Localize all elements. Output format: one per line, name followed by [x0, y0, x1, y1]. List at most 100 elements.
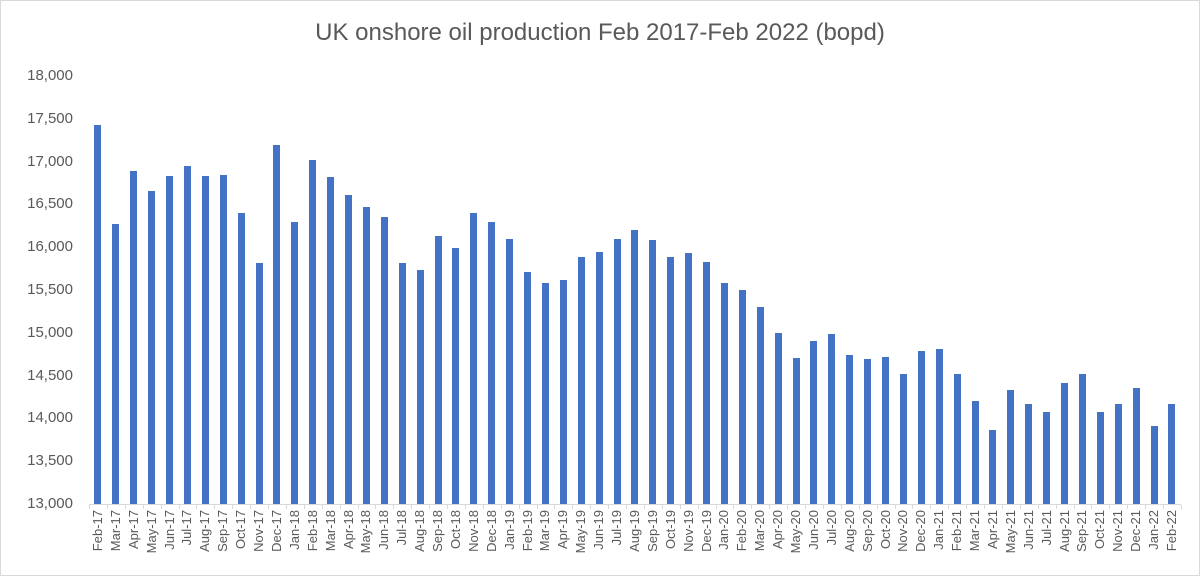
- x-axis-label: Sep-19: [644, 510, 660, 552]
- bar: [327, 177, 335, 504]
- x-axis-label: Jun-21: [1020, 510, 1036, 550]
- bar: [148, 190, 156, 504]
- bar: [1007, 390, 1015, 504]
- bar: [506, 238, 514, 504]
- x-axis-label: Aug-19: [626, 510, 642, 552]
- y-axis-label: 15,500: [27, 281, 73, 298]
- x-axis-tick: [751, 505, 753, 509]
- x-axis-tick: [357, 505, 359, 509]
- x-axis-label: Sep-18: [430, 510, 446, 552]
- x-axis-tick: [429, 505, 431, 509]
- bar: [452, 248, 460, 504]
- bar: [166, 176, 174, 504]
- bar: [577, 256, 585, 504]
- bar: [1043, 411, 1051, 504]
- x-axis-label: Feb-18: [304, 510, 320, 552]
- x-axis-label: Jul-18: [394, 510, 410, 546]
- x-axis-label: Oct-19: [662, 510, 678, 550]
- y-axis-label: 13,000: [27, 495, 73, 512]
- x-axis-tick: [447, 505, 448, 509]
- x-axis-label: May-20: [788, 510, 804, 554]
- bar: [201, 176, 209, 504]
- x-axis-tick: [1145, 505, 1147, 509]
- bar: [703, 261, 711, 504]
- x-axis-tick: [769, 505, 771, 509]
- x-axis-tick: [805, 505, 806, 509]
- x-axis-tick: [626, 505, 627, 509]
- y-axis-label: 18,000: [27, 67, 73, 84]
- bar: [1150, 426, 1158, 504]
- x-axis-label: Mar-19: [537, 510, 553, 552]
- x-axis-tick: [160, 505, 162, 509]
- y-axis-label: 16,500: [27, 195, 73, 213]
- y-axis-label: 14,500: [27, 366, 73, 384]
- x-axis-tick: [1019, 505, 1021, 509]
- x-axis-tick: [733, 505, 735, 509]
- bar: [953, 373, 961, 504]
- bar: [237, 212, 245, 504]
- bar: [792, 357, 800, 504]
- x-axis-label: Apr-19: [555, 510, 571, 550]
- x-axis-tick: [608, 505, 610, 509]
- x-axis-tick: [178, 505, 180, 509]
- bar: [416, 270, 424, 504]
- x-axis-label: Nov-18: [465, 510, 481, 552]
- bar: [130, 171, 138, 504]
- bar: [899, 373, 907, 504]
- x-axis-label: Aug-18: [412, 510, 428, 552]
- x-axis-tick: [214, 505, 216, 509]
- bar: [631, 230, 639, 504]
- x-axis-tick: [840, 505, 842, 509]
- bar: [595, 252, 603, 504]
- x-axis-tick: [536, 505, 538, 509]
- x-axis-label: May-18: [358, 510, 374, 554]
- bar: [864, 359, 872, 504]
- bar: [917, 350, 925, 504]
- bar: [935, 349, 943, 504]
- x-axis-tick: [142, 505, 144, 509]
- x-axis-label: Dec-19: [698, 510, 714, 552]
- x-axis-tick: [912, 505, 914, 509]
- x-axis-tick: [1037, 505, 1039, 509]
- bar: [362, 206, 370, 504]
- x-axis-label: Dec-18: [483, 510, 499, 552]
- x-axis-label: Apr-18: [340, 510, 356, 550]
- x-axis-tick: [518, 505, 520, 509]
- x-axis-label: Dec-21: [1128, 510, 1144, 552]
- x-axis-tick: [984, 505, 985, 509]
- bar: [291, 221, 299, 504]
- x-axis-label: Jun-19: [591, 510, 607, 550]
- bar: [94, 124, 102, 504]
- x-axis-label: Jun-20: [805, 510, 821, 550]
- y-axis-label: 17,500: [27, 109, 73, 127]
- x-axis-tick: [250, 505, 252, 509]
- bar: [470, 212, 478, 504]
- x-axis-label: Jan-18: [286, 510, 302, 550]
- x-axis-label: Jun-18: [376, 510, 392, 550]
- x-axis-tick: [196, 505, 198, 509]
- bar: [828, 333, 836, 504]
- x-axis-tick: [894, 505, 896, 509]
- bar: [756, 307, 764, 504]
- x-axis-label: Feb-20: [734, 510, 750, 552]
- x-axis-tick: [464, 505, 466, 509]
- x-axis-label: Oct-21: [1092, 510, 1108, 550]
- bar: [1114, 403, 1122, 504]
- bar: [989, 430, 997, 504]
- bar: [398, 262, 406, 504]
- x-axis-label: Feb-19: [519, 510, 535, 552]
- bar: [1132, 388, 1140, 504]
- x-axis-label: Aug-21: [1056, 510, 1072, 552]
- x-axis-tick: [590, 505, 592, 509]
- bar: [846, 355, 854, 504]
- x-axis-tick: [858, 505, 860, 509]
- x-axis-tick: [661, 505, 663, 509]
- x-axis-label: Nov-17: [251, 510, 267, 552]
- bar: [488, 221, 496, 504]
- x-axis-label: Jun-17: [161, 510, 177, 550]
- x-axis-tick: [715, 505, 717, 509]
- x-axis-tick: [321, 505, 323, 509]
- x-axis-tick: [679, 505, 681, 509]
- bar: [738, 290, 746, 504]
